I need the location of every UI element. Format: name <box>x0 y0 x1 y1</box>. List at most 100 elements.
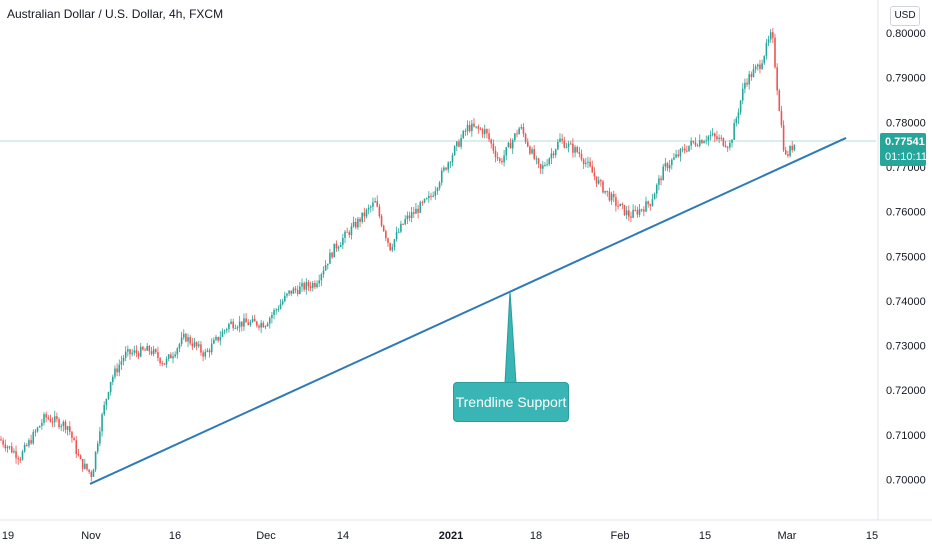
candle-body <box>578 152 581 154</box>
candle-body <box>709 135 712 137</box>
candle-body <box>221 331 224 337</box>
candle-body <box>655 184 658 194</box>
candle-body <box>754 66 757 70</box>
candle-body <box>195 342 198 347</box>
candle-body <box>460 137 462 147</box>
candle-body <box>223 330 226 332</box>
candle-body <box>228 323 230 330</box>
candle-body <box>496 157 499 159</box>
currency-button[interactable]: USD <box>890 6 920 26</box>
candle-body <box>389 242 391 251</box>
candle-body <box>397 231 400 233</box>
candle-body <box>643 209 645 212</box>
candle-body <box>363 212 366 217</box>
candle-body <box>137 352 140 357</box>
time-axis[interactable]: 19 Nov 16 Dec 14 2021 18 Feb 15 Mar 15 <box>2 530 878 542</box>
candle-body <box>75 440 78 454</box>
candle-body <box>157 351 159 358</box>
candle-body <box>589 161 591 167</box>
candle-body <box>49 418 52 422</box>
candle-body <box>542 165 544 169</box>
candle-body <box>393 239 396 248</box>
price-tick-label: 0.80000 <box>886 28 926 40</box>
candle-body <box>597 180 600 184</box>
candle-body <box>402 223 404 225</box>
trendline-callout[interactable]: Trendline Support <box>453 382 569 422</box>
candle-body <box>198 344 200 347</box>
candle-body <box>64 421 67 430</box>
candle-body <box>464 130 467 132</box>
time-tick-label: 2021 <box>439 530 463 542</box>
candle-body <box>410 212 413 218</box>
candle-body <box>791 146 793 151</box>
candle-body <box>251 318 254 322</box>
candle-body <box>645 201 647 212</box>
candle-body <box>142 346 144 350</box>
trendline-support[interactable] <box>89 137 847 485</box>
candle-body <box>247 322 250 326</box>
candle-body <box>372 202 374 207</box>
candle-body <box>683 148 686 151</box>
candle-body <box>120 361 123 365</box>
candle-body <box>185 333 187 342</box>
candle-body <box>664 163 667 167</box>
candle-body <box>649 204 652 206</box>
candle-body <box>189 337 191 344</box>
candle-body <box>204 351 207 357</box>
candle-body <box>305 282 308 290</box>
candle-body <box>116 368 118 373</box>
candle-body <box>677 154 680 157</box>
callout-pointer <box>504 290 517 384</box>
price-tick-label: 0.79000 <box>886 73 926 85</box>
candle-body <box>210 343 213 353</box>
candle-body <box>666 163 669 169</box>
candle-body <box>765 42 768 56</box>
candle-body <box>544 165 546 167</box>
candle-body <box>711 133 714 136</box>
candle-body <box>509 142 512 149</box>
candle-body <box>492 143 495 151</box>
candle-body <box>286 293 288 296</box>
last-price-value: 0.77541 <box>885 136 925 148</box>
candle-body <box>453 146 456 156</box>
candle-body <box>344 231 346 238</box>
candle-body <box>524 134 527 142</box>
candle-body <box>193 342 196 347</box>
candle-body <box>124 351 127 358</box>
candle-body <box>660 178 662 181</box>
candle-body <box>99 431 101 444</box>
candle-body <box>483 129 486 135</box>
candle-body <box>488 133 490 140</box>
candle-body <box>518 128 520 135</box>
candle-body <box>608 191 611 201</box>
candle-body <box>155 349 157 352</box>
candle-body <box>698 140 701 146</box>
candle-body <box>6 446 9 449</box>
candle-body <box>170 354 172 359</box>
candle-body <box>694 142 697 146</box>
candle-body <box>479 128 482 130</box>
candle-body <box>225 329 228 331</box>
candle-body <box>45 414 47 418</box>
candle-body <box>651 199 654 206</box>
candle-body <box>311 282 314 288</box>
candle-body <box>514 133 516 141</box>
candle-body <box>686 150 688 152</box>
candle-body <box>243 318 245 327</box>
candle-body <box>213 339 215 344</box>
candle-body <box>784 150 787 155</box>
price-axis[interactable]: 0.70000 0.71000 0.72000 0.73000 0.74000 0.750… <box>886 28 926 487</box>
candle-body <box>30 440 32 444</box>
candle-body <box>17 458 19 460</box>
candle-body <box>230 321 232 324</box>
candle-body <box>447 162 449 170</box>
candle-body <box>163 363 166 365</box>
candle-body <box>434 191 437 196</box>
candle-body <box>23 444 26 452</box>
candle-body <box>202 352 204 357</box>
candle-body <box>739 100 742 113</box>
candle-body <box>475 126 477 128</box>
candle-body <box>419 202 422 213</box>
candle-body <box>477 126 480 129</box>
